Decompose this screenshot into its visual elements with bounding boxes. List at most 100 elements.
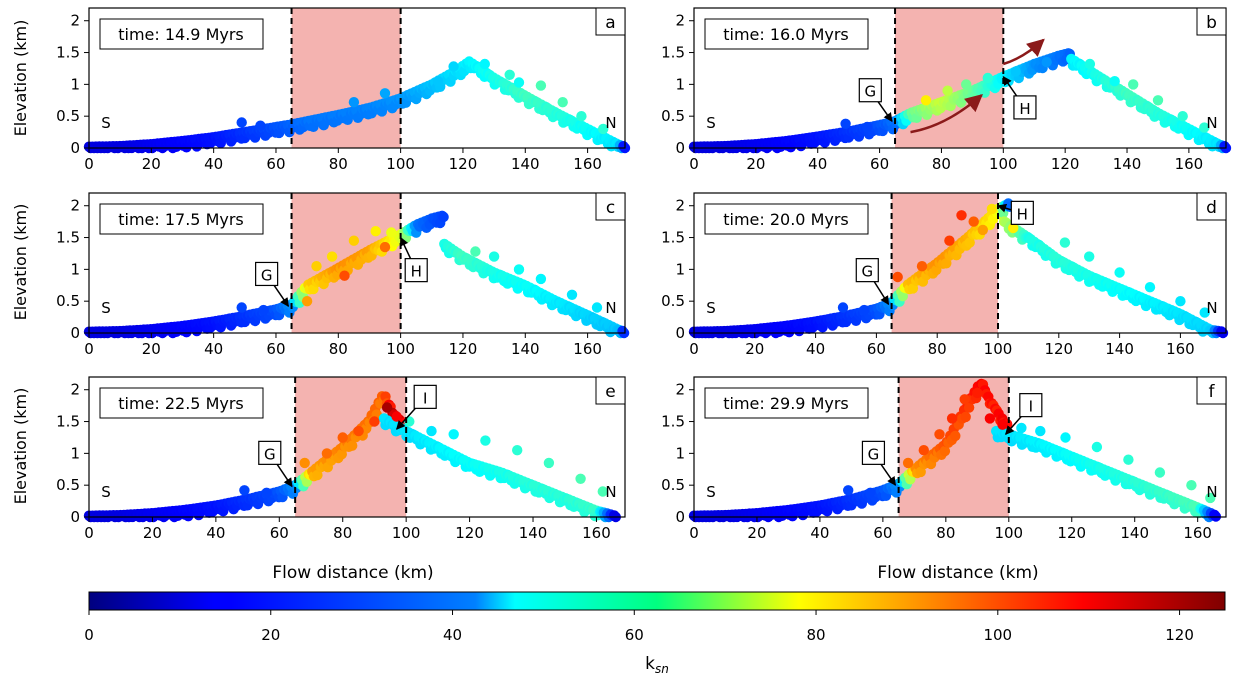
profile-point	[312, 469, 323, 481]
x-tick-label: 20	[747, 524, 766, 542]
north-label: N	[605, 299, 616, 317]
scatter-point	[301, 296, 313, 307]
ylabel-row1: Elevation (km)	[11, 20, 30, 137]
scatter-point	[448, 61, 459, 72]
south-label: S	[101, 299, 111, 317]
scatter-point	[984, 413, 996, 424]
x-tick-label: 60	[270, 524, 289, 542]
profile-point	[960, 411, 971, 423]
points	[688, 378, 1222, 523]
points	[83, 56, 631, 154]
ylabel-row2: Elevation (km)	[11, 204, 30, 321]
time-label: time: 22.5 Myrs	[118, 394, 244, 413]
time-box	[99, 387, 264, 419]
scatter-point	[353, 425, 364, 437]
panel-letter: c	[606, 198, 615, 218]
x-tick-label: 120	[449, 155, 478, 173]
annotation-label: G	[861, 263, 873, 281]
x-tick-label: 140	[519, 524, 548, 542]
annotation-box	[1013, 95, 1037, 120]
scatter-point	[543, 457, 555, 469]
scatter-point	[513, 77, 525, 88]
axes-frame	[88, 7, 626, 149]
scatter-point	[1109, 76, 1120, 87]
y-tick-label: 1	[70, 260, 80, 278]
scatter-point	[961, 79, 972, 90]
time-box	[704, 387, 869, 419]
scatter-point	[379, 88, 391, 99]
north-label: N	[1206, 299, 1217, 317]
x-tick-label: 60	[867, 340, 886, 358]
scatter-point	[576, 111, 587, 122]
scatter-point	[1177, 111, 1188, 122]
scatter-point	[470, 246, 481, 257]
north-label: N	[605, 483, 616, 501]
annotation-box	[404, 258, 428, 283]
x-tick-label: 140	[1113, 155, 1142, 173]
scatter-point	[258, 304, 269, 316]
y-tick-label: 2	[70, 381, 80, 399]
scatter-point	[369, 416, 380, 427]
migration-arrow	[1002, 38, 1045, 66]
scatter-point	[1041, 56, 1052, 68]
y-tick-label: 1.5	[661, 413, 685, 431]
scatter-point	[1084, 58, 1096, 70]
scatter-point	[1205, 492, 1216, 504]
scatter-point	[513, 264, 525, 275]
south-label: S	[706, 114, 716, 132]
x-tick-label: 80	[928, 340, 947, 358]
scatter-point	[865, 487, 876, 498]
y-tick-label: 0	[70, 508, 80, 526]
scatter-point	[986, 203, 998, 215]
y-tick-label: 1	[70, 75, 80, 93]
scatter-point	[944, 235, 955, 246]
y-tick-label: 1	[675, 75, 685, 93]
scatter-point	[488, 251, 500, 262]
scatter-point	[916, 261, 928, 272]
scatter-point	[1175, 296, 1186, 307]
scatter-point	[339, 270, 350, 281]
panel-letter-box	[595, 376, 626, 405]
y-tick-label: 0.5	[661, 476, 685, 494]
profile-point	[915, 466, 926, 478]
x-tick-label: 120	[1057, 524, 1086, 542]
profile-point	[897, 291, 908, 302]
axes-frame	[693, 7, 1227, 149]
y-tick-label: 0	[675, 139, 685, 157]
xlabel-left: Flow distance (km)	[272, 563, 433, 583]
y-tick-label: 2	[70, 12, 80, 30]
scatter-point	[977, 224, 988, 236]
annotation-label: I	[1029, 398, 1033, 416]
scatter-point	[1144, 282, 1156, 293]
x-tick-label: 160	[573, 155, 602, 173]
x-tick-label: 0	[84, 340, 94, 358]
x-tick-label: 40	[206, 524, 225, 542]
x-tick-label: 20	[142, 155, 161, 173]
scatter-point	[1199, 122, 1210, 133]
scatter-point	[1016, 422, 1027, 434]
x-tick-label: 140	[511, 155, 540, 173]
profile-point	[939, 445, 951, 457]
y-tick-label: 2	[675, 12, 685, 30]
north-label: N	[1206, 114, 1217, 132]
colorbar-gradient	[88, 591, 1226, 611]
y-tick-label: 0.5	[661, 292, 685, 310]
x-tick-label: 40	[808, 155, 827, 173]
panel-letter-box	[1196, 7, 1227, 36]
ylabel-row3: Elevation (km)	[11, 388, 30, 505]
scatter-point	[892, 271, 903, 283]
annotation-box	[255, 261, 279, 287]
x-tick-label: 40	[810, 524, 829, 542]
x-tick-label: 160	[1183, 524, 1212, 542]
y-tick-label: 0.5	[56, 476, 80, 494]
x-tick-label: 40	[204, 340, 223, 358]
x-tick-label: 80	[329, 340, 348, 358]
profile-point	[347, 440, 358, 451]
x-tick-label: 40	[204, 155, 223, 173]
scatter-point	[859, 304, 870, 316]
annotation-box	[258, 440, 282, 465]
scatter-point	[997, 419, 1008, 430]
x-tick-label: 80	[932, 155, 951, 173]
x-tick-label: 20	[746, 155, 765, 173]
time-box	[704, 203, 869, 235]
